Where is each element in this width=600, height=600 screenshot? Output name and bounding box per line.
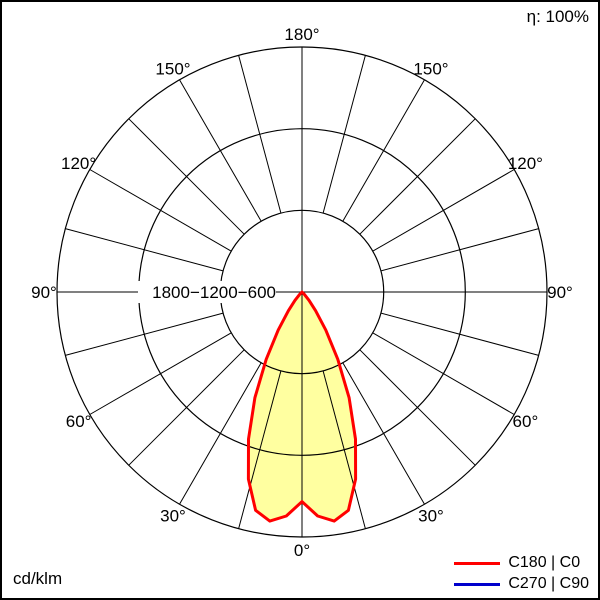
grid-radial-line bbox=[372, 332, 515, 415]
angle-label: 30° bbox=[160, 506, 186, 525]
unit-label: cd/klm bbox=[13, 569, 63, 588]
intensity-curve bbox=[246, 290, 358, 523]
grid-radial-line bbox=[179, 79, 262, 222]
angle-label: 120° bbox=[61, 154, 96, 173]
grid-radial-line bbox=[89, 169, 232, 252]
grid-radial-line bbox=[372, 169, 515, 252]
grid-radial-line bbox=[89, 332, 232, 415]
angle-label: 120° bbox=[508, 154, 543, 173]
radial-axis-label-bg bbox=[138, 281, 276, 303]
grid-radial-line bbox=[128, 118, 245, 235]
grid-radial-line bbox=[65, 228, 224, 272]
grid-radial-line bbox=[322, 55, 366, 214]
grid-radial-line bbox=[380, 228, 539, 272]
legend-item: C270 | C90 bbox=[454, 575, 589, 593]
angle-label: 60° bbox=[66, 412, 92, 431]
grid-radial-line bbox=[322, 370, 366, 529]
grid-radial-line bbox=[359, 349, 476, 466]
angle-label: 180° bbox=[284, 25, 319, 44]
efficiency-label: η: 100% bbox=[526, 7, 589, 26]
grid-radial-line bbox=[65, 312, 224, 356]
angle-label: 0° bbox=[294, 541, 310, 560]
angle-label: 150° bbox=[413, 60, 448, 79]
legend-label: C180 | C0 bbox=[508, 554, 581, 571]
grid-radial-line bbox=[238, 55, 282, 214]
grid-radial-line bbox=[342, 79, 425, 222]
legend-swatch-line bbox=[454, 561, 501, 565]
legend: C180 | C0 C270 | C90 bbox=[454, 554, 589, 593]
angle-label: 90° bbox=[31, 283, 57, 302]
grid-radial-line bbox=[128, 349, 245, 466]
grid-radial-line bbox=[179, 362, 262, 505]
grid-radial-line bbox=[238, 370, 282, 529]
legend-label: C270 | C90 bbox=[508, 575, 589, 592]
angle-label: 30° bbox=[418, 506, 444, 525]
angle-label: 90° bbox=[547, 283, 573, 302]
legend-item: C180 | C0 bbox=[454, 554, 589, 572]
angle-label: 150° bbox=[155, 60, 190, 79]
angle-label: 60° bbox=[513, 412, 539, 431]
grid-radial-line bbox=[342, 362, 425, 505]
grid-radial-line bbox=[380, 312, 539, 356]
grid-radial-line bbox=[359, 118, 476, 235]
radial-axis-label: 1800−1200−600 bbox=[152, 283, 276, 302]
legend-swatch-line bbox=[454, 582, 501, 586]
